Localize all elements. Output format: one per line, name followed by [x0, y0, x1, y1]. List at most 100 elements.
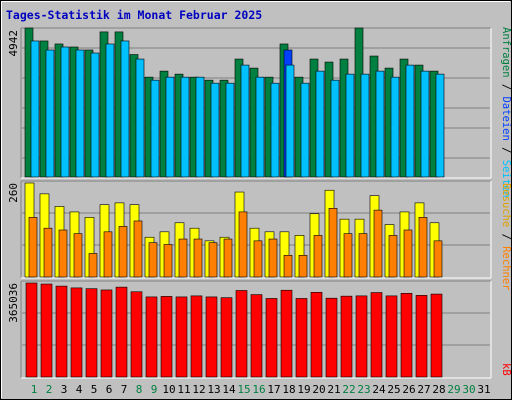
bar-kb-day-19: [295, 298, 308, 378]
bar-dateien-day-23: [360, 73, 370, 178]
bars-layer: [24, 27, 445, 378]
bar-dateien-day-19: [300, 82, 310, 178]
bar-rechner-day-3: [58, 229, 68, 278]
day-label-20: 20: [312, 383, 325, 396]
day-label-8: 8: [136, 383, 143, 396]
bar-dateien-day-7: [120, 40, 130, 178]
bar-dateien-day-18: [285, 64, 295, 178]
day-label-26: 26: [402, 383, 415, 396]
bar-kb-day-9: [145, 296, 158, 378]
bar-kb-day-7: [115, 286, 128, 378]
day-label-31: 31: [477, 383, 490, 396]
legend-top: Anfragen / Dateien / Seiten: [500, 27, 512, 198]
day-label-28: 28: [432, 383, 445, 396]
bar-kb-day-23: [355, 295, 368, 378]
day-label-12: 12: [192, 383, 205, 396]
bar-rechner-day-14: [223, 238, 233, 278]
bottom-axis-max-label: 365036: [7, 283, 20, 323]
bar-rechner-day-24: [373, 209, 383, 278]
legend-rechner: Rechner: [500, 246, 512, 290]
bar-dateien-day-26: [405, 64, 415, 178]
bar-rechner-day-15: [238, 211, 248, 278]
day-label-16: 16: [252, 383, 265, 396]
day-label-25: 25: [387, 383, 400, 396]
bar-dateien-day-5: [90, 52, 100, 178]
legend-slash-3: /: [500, 227, 512, 246]
bar-rechner-day-4: [73, 233, 83, 278]
bar-dateien-day-22: [345, 73, 355, 178]
bar-rechner-day-7: [118, 226, 128, 278]
day-label-24: 24: [372, 383, 386, 396]
bar-kb-day-14: [220, 297, 233, 378]
bar-rechner-day-10: [163, 244, 173, 278]
bar-kb-day-25: [385, 295, 398, 378]
bar-rechner-day-22: [343, 233, 353, 278]
bar-dateien-day-24: [375, 70, 385, 178]
bar-rechner-day-9: [148, 242, 158, 278]
day-label-21: 21: [327, 383, 340, 396]
legend-bottom: kB: [500, 363, 512, 376]
bar-kb-day-5: [85, 288, 98, 378]
bar-dateien-day-17: [270, 82, 280, 178]
day-label-19: 19: [297, 383, 310, 396]
bar-rechner-day-2: [43, 227, 53, 278]
day-labels: 1 2 3 4 5 6 7 8 9 10 11 12 13 14 15 16 17 18 19 20 21 22 23 24 2…: [31, 383, 491, 396]
bar-kb-day-6: [100, 289, 113, 378]
bar-rechner-day-28: [433, 240, 443, 278]
bar-dateien-day-16: [255, 76, 265, 178]
bar-rechner-day-18: [283, 255, 293, 278]
bar-dateien-day-12: [195, 76, 205, 178]
bar-dateien-day-15: [240, 64, 250, 178]
bar-rechner-day-25: [388, 235, 398, 278]
bar-kb-day-18: [280, 289, 293, 378]
day-label-11: 11: [177, 383, 190, 396]
bar-dateien-day-2: [45, 49, 55, 178]
legend-seiten: Seiten: [500, 160, 512, 198]
bar-rechner-day-11: [178, 238, 188, 278]
day-label-29: 29: [447, 383, 460, 396]
legend-middle: Besuche / Rechner: [500, 183, 512, 291]
bar-kb-day-11: [175, 296, 188, 378]
bar-dateien-day-10: [165, 76, 175, 178]
day-label-18: 18: [282, 383, 295, 396]
bar-dateien-day-8: [135, 58, 145, 178]
bar-rechner-day-17: [268, 238, 278, 278]
day-label-10: 10: [162, 383, 175, 396]
bar-rechner-day-6: [103, 231, 113, 278]
legend-kb: kB: [500, 363, 512, 376]
day-label-5: 5: [91, 383, 98, 396]
bar-dateien-day-4: [75, 49, 85, 178]
bar-kb-day-20: [310, 291, 323, 378]
legend-slash-1: /: [500, 78, 512, 97]
day-label-6: 6: [106, 383, 113, 396]
bar-dateien-day-9: [150, 79, 160, 178]
bar-rechner-day-13: [208, 242, 218, 278]
day-label-17: 17: [267, 383, 280, 396]
day-label-14: 14: [222, 383, 236, 396]
bar-kb-day-12: [190, 295, 203, 378]
bar-kb-day-15: [235, 290, 248, 378]
day-label-30: 30: [462, 383, 475, 396]
bar-dateien-day-28: [435, 73, 445, 178]
legend-anfragen: Anfragen: [500, 27, 512, 78]
chart-title: Tages-Statistik im Monat Februar 2025: [6, 8, 262, 22]
day-label-1: 1: [31, 383, 38, 396]
day-label-13: 13: [207, 383, 220, 396]
middle-axis-max-label: 260: [7, 183, 20, 203]
bar-dateien-day-6: [105, 43, 115, 178]
bar-rechner-day-1: [28, 217, 38, 278]
bar-rechner-day-8: [133, 220, 143, 278]
day-label-22: 22: [342, 383, 355, 396]
legend-besuche: Besuche: [500, 183, 512, 227]
bar-rechner-day-21: [328, 208, 338, 278]
bar-kb-day-27: [415, 295, 428, 378]
bar-kb-day-24: [370, 292, 383, 378]
bar-dateien-day-27: [420, 70, 430, 178]
bar-dateien-day-25: [390, 76, 400, 178]
bar-rechner-day-27: [418, 217, 428, 278]
bar-dateien-day-14: [225, 82, 235, 178]
bar-kb-day-28: [430, 293, 443, 378]
bar-dateien-day-1: [30, 40, 40, 178]
bar-rechner-day-12: [193, 238, 203, 278]
